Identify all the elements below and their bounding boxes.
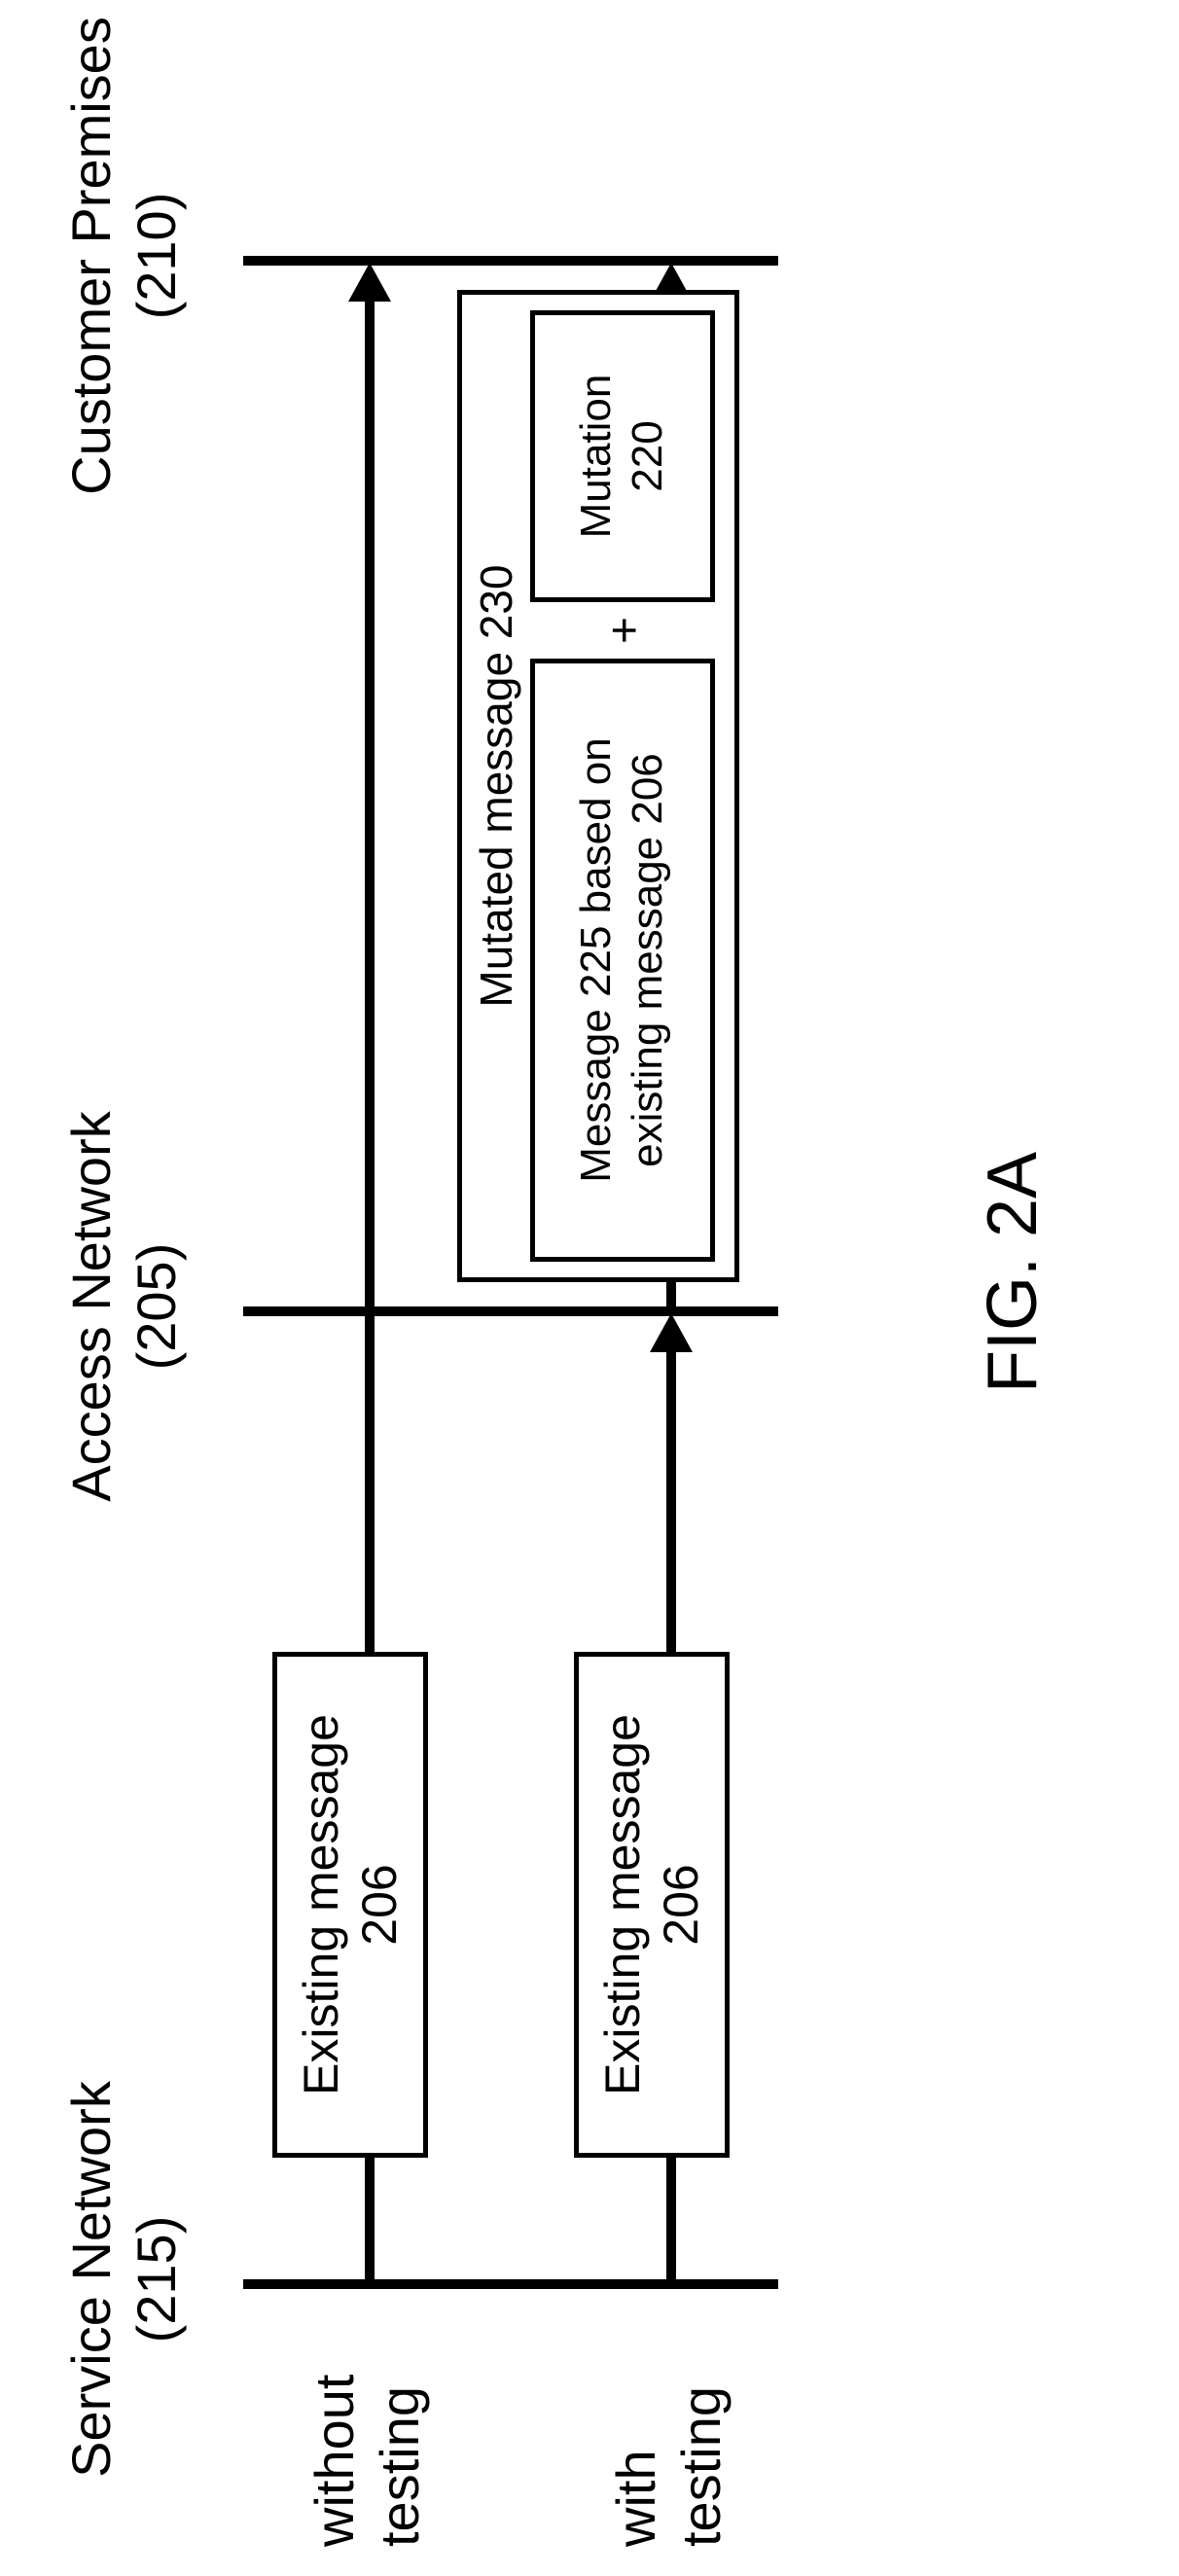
net-customer-num: (210): [125, 193, 187, 320]
existing-msg2-l1: Existing message: [595, 1714, 650, 2095]
label-service-network: Service Network (215): [58, 2051, 189, 2508]
arrowhead-with-seg1: [650, 1313, 693, 1352]
existing-msg2-l2: 206: [654, 1864, 708, 1945]
net-access-num: (205): [125, 1243, 187, 1371]
msg-based-l1: Message 225 based on: [572, 737, 620, 1182]
vline-service: [243, 2279, 778, 2289]
plus-sign: +: [598, 606, 652, 655]
mutation-l1: Mutation: [572, 375, 620, 539]
box-mutation: Mutation 220: [530, 310, 715, 602]
mutation-l2: 220: [624, 420, 671, 491]
net-service-name: Service Network: [60, 2081, 122, 2478]
row-with-l2: testing: [670, 2386, 732, 2547]
net-service-num: (215): [125, 2216, 187, 2343]
net-customer-name: Customer Premises: [60, 17, 122, 495]
row-label-without: without testing: [302, 2375, 432, 2547]
msg-based-l2: existing message 206: [624, 753, 671, 1167]
existing-msg-l1: Existing message: [294, 1714, 348, 2095]
label-access-network: Access Network (205): [58, 1078, 189, 1535]
box-existing-msg-row1: Existing message 206: [272, 1652, 428, 2158]
figure-label: FIG. 2A: [973, 1078, 1053, 1467]
row-without-l2: testing: [369, 2386, 430, 2547]
row-with-l1: with: [605, 2450, 666, 2547]
row-without-l1: without: [304, 2375, 365, 2547]
net-access-name: Access Network: [60, 1111, 122, 1501]
arrowhead-without: [348, 263, 391, 302]
existing-msg-l2: 206: [352, 1864, 407, 1945]
vline-customer: [243, 256, 778, 266]
box-existing-msg-row2: Existing message 206: [574, 1652, 730, 2158]
label-customer-premises: Customer Premises (210): [58, 8, 189, 504]
box-mutated-outer: Mutated message 230 Message 225 based on…: [457, 290, 739, 1282]
mutated-outer-title: Mutated message 230: [470, 295, 522, 1277]
diagram-stage: Service Network (215) Access Network (20…: [0, 0, 1179, 2576]
vline-access: [243, 1306, 778, 1316]
row-label-with: with testing: [603, 2386, 733, 2547]
box-msg-based: Message 225 based on existing message 20…: [530, 659, 715, 1262]
